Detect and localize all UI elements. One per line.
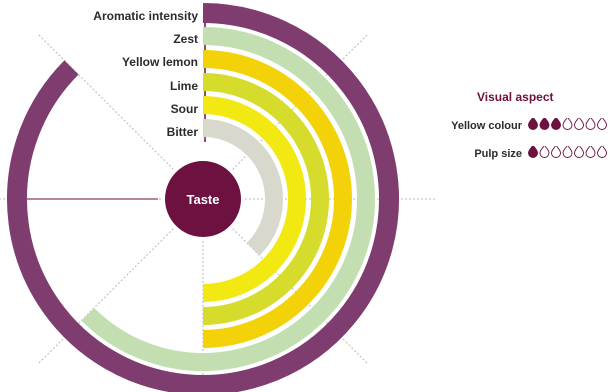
- drop-empty-icon: [585, 146, 596, 158]
- arc-sour: [202, 96, 306, 302]
- series-label-sour: Sour: [170, 102, 198, 116]
- drop-filled-icon: [551, 118, 561, 130]
- series-label-lime: Lime: [169, 79, 198, 93]
- drop-filled-icon: [528, 118, 538, 130]
- drop-rating-pulp-size: [528, 146, 607, 158]
- drop-empty-icon: [539, 146, 550, 158]
- drop-empty-icon: [574, 146, 584, 158]
- drop-empty-icon: [585, 118, 596, 130]
- drop-filled-icon: [539, 118, 550, 130]
- series-label-aromatic-intensity: Aromatic intensity: [93, 9, 198, 23]
- drop-empty-icon: [574, 118, 584, 130]
- arc-yellow-lemon: [202, 50, 352, 348]
- visual-row-pulp-size: Pulp size: [0, 146, 615, 162]
- arc-bitter: [202, 119, 283, 256]
- drop-filled-icon: [528, 146, 538, 158]
- scale-divider-5: [38, 228, 174, 364]
- visual-label-pulp-size: Pulp size: [474, 148, 522, 160]
- series-label-bitter: Bitter: [166, 125, 198, 139]
- drop-empty-icon: [597, 118, 607, 130]
- visual-label-yellow-colour: Yellow colour: [451, 120, 522, 132]
- center-label-taste: Taste: [165, 161, 241, 237]
- visual-row-yellow-colour: Yellow colour: [0, 118, 615, 134]
- drop-rating-yellow-colour: [528, 118, 607, 130]
- drop-empty-icon: [562, 146, 573, 158]
- series-label-yellow-lemon: Yellow lemon: [121, 55, 198, 69]
- arc-aromatic-intensity: [7, 3, 399, 392]
- drop-empty-icon: [597, 146, 607, 158]
- drop-empty-icon: [562, 118, 573, 130]
- series-label-zest: Zest: [173, 32, 198, 46]
- visual-aspect-title: Visual aspect: [477, 90, 554, 104]
- drop-empty-icon: [551, 146, 561, 158]
- arc-zest: [81, 27, 375, 371]
- arc-lime: [202, 73, 329, 325]
